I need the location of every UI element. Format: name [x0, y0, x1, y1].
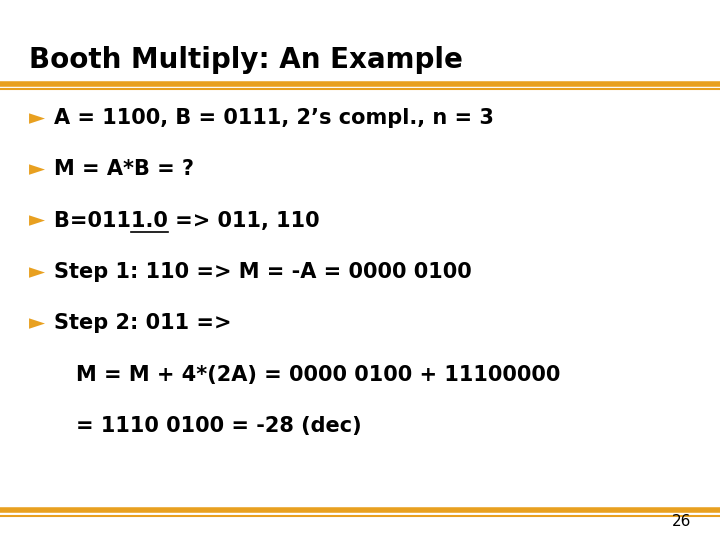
Text: B=011: B=011 [54, 211, 131, 231]
Text: M = A*B = ?: M = A*B = ? [54, 159, 194, 179]
Text: B=0111.0 => 011, 110: B=0111.0 => 011, 110 [54, 211, 320, 231]
Text: B=0: B=0 [54, 211, 102, 231]
Text: ►: ► [29, 108, 45, 128]
Text: B=0111.0: B=0111.0 [54, 211, 168, 231]
Text: Step 1: 110 => M = -A = 0000 0100: Step 1: 110 => M = -A = 0000 0100 [54, 262, 472, 282]
Text: M = M + 4*(2A) = 0000 0100 + 11100000: M = M + 4*(2A) = 0000 0100 + 11100000 [76, 364, 560, 384]
Text: 26: 26 [672, 514, 691, 529]
Text: ►: ► [29, 262, 45, 282]
Text: ►: ► [29, 313, 45, 333]
Text: A = 1100, B = 0111, 2’s compl., n = 3: A = 1100, B = 0111, 2’s compl., n = 3 [54, 108, 494, 128]
Text: = 1110 0100 = -28 (dec): = 1110 0100 = -28 (dec) [76, 416, 361, 436]
Text: ►: ► [29, 159, 45, 179]
Text: Step 2: 011 =>: Step 2: 011 => [54, 313, 232, 333]
Text: Booth Multiply: An Example: Booth Multiply: An Example [29, 46, 463, 74]
Text: ►: ► [29, 211, 45, 231]
